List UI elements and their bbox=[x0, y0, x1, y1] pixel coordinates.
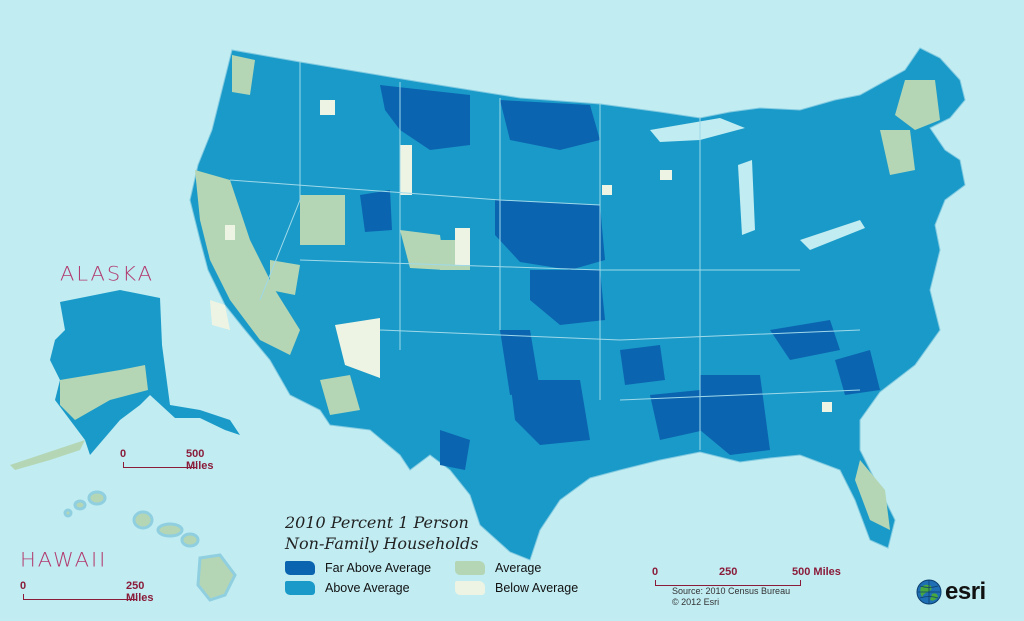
alaska-label: ALASKA bbox=[60, 262, 155, 286]
scalebar-end: 500 Miles bbox=[792, 566, 841, 578]
legend-title-line1: 2010 Percent 1 Person bbox=[285, 513, 469, 532]
legend-label: Average bbox=[495, 561, 542, 575]
alaska-scalebar: 0 500 Miles bbox=[120, 448, 230, 472]
swatch-far-above-average bbox=[285, 561, 315, 575]
scalebar-end: 500 Miles bbox=[186, 448, 214, 472]
esri-wordmark: esri bbox=[945, 578, 986, 605]
legend-title-line2: Non-Family Households bbox=[285, 534, 479, 553]
copyright-text: © 2012 Esri bbox=[672, 597, 720, 607]
legend-item-far-above-average: Far Above Average bbox=[285, 561, 455, 575]
swatch-below-average bbox=[455, 581, 485, 595]
scalebar-mid: 250 bbox=[719, 566, 738, 578]
state-borders bbox=[229, 62, 861, 450]
legend-item-average: Average bbox=[455, 561, 595, 575]
scalebar-start: 0 bbox=[20, 580, 27, 592]
swatch-above-average bbox=[285, 581, 315, 595]
legend-item-below-average: Below Average bbox=[455, 581, 595, 595]
hawaii-label: HAWAII bbox=[20, 548, 108, 572]
far-above-average-regions bbox=[360, 85, 880, 470]
scalebar-start: 0 bbox=[652, 566, 659, 578]
below-average-regions bbox=[210, 100, 832, 412]
legend-label: Above Average bbox=[325, 581, 410, 595]
hawaii-scalebar: 0 250 Miles bbox=[20, 580, 160, 604]
legend-item-above-average: Above Average bbox=[285, 581, 455, 595]
scalebar-line bbox=[655, 580, 801, 586]
aleutians bbox=[10, 440, 85, 470]
source-text: Source: 2010 Census Bureau bbox=[672, 586, 791, 596]
credits: Source: 2010 Census Bureau © 2012 Esri bbox=[672, 586, 790, 608]
scalebar-line bbox=[23, 594, 137, 600]
average-regions bbox=[195, 55, 940, 530]
legend-label: Far Above Average bbox=[325, 561, 432, 575]
swatch-average bbox=[455, 561, 485, 575]
scalebar-line bbox=[123, 462, 197, 468]
globe-icon bbox=[916, 579, 942, 605]
great-lakes bbox=[650, 118, 865, 250]
esri-logo: esri bbox=[916, 578, 986, 606]
alaska-average bbox=[60, 365, 148, 420]
scalebar-start: 0 bbox=[120, 448, 127, 460]
hawaii bbox=[63, 490, 237, 602]
legend: 2010 Percent 1 Person Non-Family Househo… bbox=[285, 512, 595, 595]
mainland-scalebar: 0 250 500 Miles bbox=[652, 566, 842, 590]
scalebar-end: 250 Miles bbox=[126, 580, 154, 604]
legend-label: Below Average bbox=[495, 581, 579, 595]
